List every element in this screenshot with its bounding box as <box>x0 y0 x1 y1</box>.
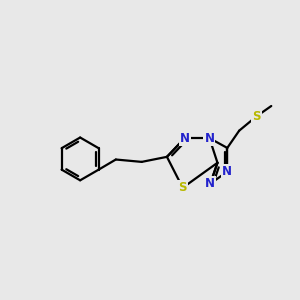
Text: S: S <box>252 110 261 123</box>
Text: N: N <box>205 177 215 190</box>
Text: N: N <box>180 132 190 145</box>
Text: N: N <box>222 165 232 178</box>
Text: S: S <box>178 181 187 194</box>
Text: N: N <box>204 132 214 145</box>
